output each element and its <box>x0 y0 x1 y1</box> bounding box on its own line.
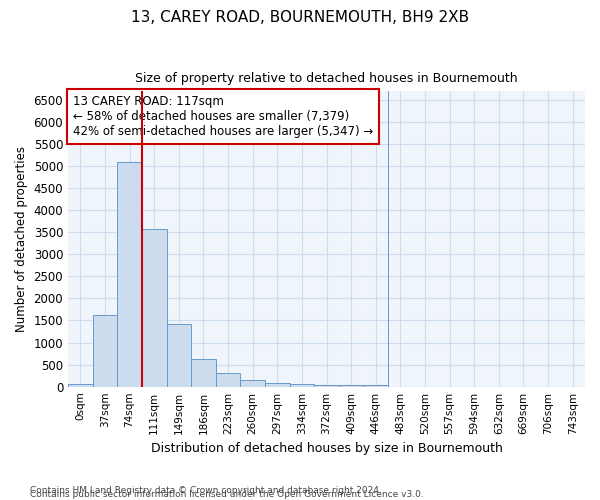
Bar <box>142 230 167 386</box>
Text: 13 CAREY ROAD: 117sqm
← 58% of detached houses are smaller (7,379)
42% of semi-d: 13 CAREY ROAD: 117sqm ← 58% of detached … <box>73 96 373 138</box>
Bar <box>92 315 117 386</box>
Text: Contains public sector information licensed under the Open Government Licence v3: Contains public sector information licen… <box>30 490 424 499</box>
Title: Size of property relative to detached houses in Bournemouth: Size of property relative to detached ho… <box>135 72 518 86</box>
Bar <box>191 360 216 386</box>
Text: 13, CAREY ROAD, BOURNEMOUTH, BH9 2XB: 13, CAREY ROAD, BOURNEMOUTH, BH9 2XB <box>131 10 469 25</box>
Bar <box>339 385 364 386</box>
Bar <box>216 374 241 386</box>
X-axis label: Distribution of detached houses by size in Bournemouth: Distribution of detached houses by size … <box>151 442 502 455</box>
Text: Contains HM Land Registry data © Crown copyright and database right 2024.: Contains HM Land Registry data © Crown c… <box>30 486 382 495</box>
Bar <box>265 382 290 386</box>
Bar <box>241 380 265 386</box>
Bar <box>290 384 314 386</box>
Bar <box>167 324 191 386</box>
Bar <box>68 384 92 386</box>
Y-axis label: Number of detached properties: Number of detached properties <box>15 146 28 332</box>
Bar <box>117 162 142 386</box>
Bar <box>314 385 339 386</box>
